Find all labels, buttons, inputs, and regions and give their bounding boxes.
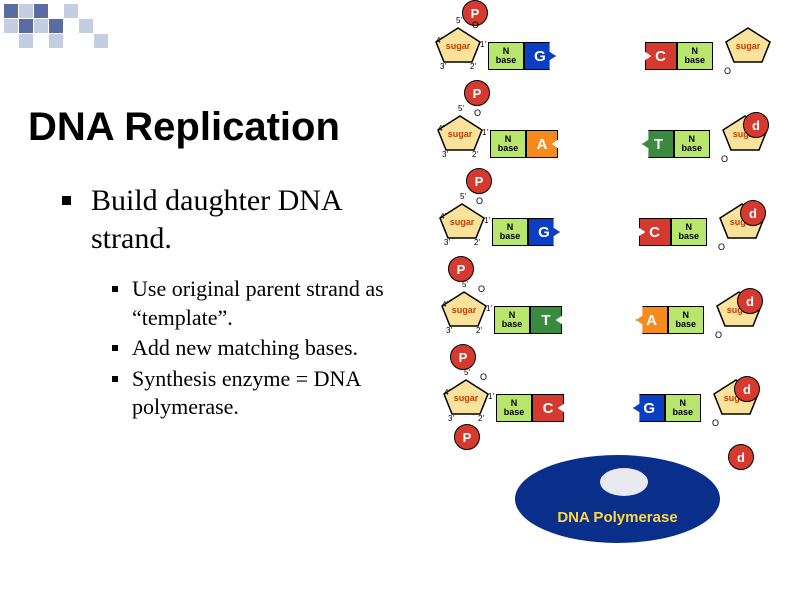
sub-bullet-text: Synthesis enzyme = DNA polymerase. <box>132 365 412 422</box>
sub-bullet-text: Add new matching bases. <box>132 334 358 363</box>
phosphate-right: d <box>743 112 769 138</box>
sub-bullet-item: Use original parent strand as “template”… <box>112 275 412 332</box>
base-letter: G <box>528 218 560 246</box>
bullet-square-icon <box>112 345 118 351</box>
carbon-3: 3' <box>442 150 448 159</box>
oxygen-label: O <box>474 108 481 118</box>
carbon-1: 1' <box>480 40 486 49</box>
phosphate-right: d <box>737 288 763 314</box>
carbon-5: 5' <box>456 16 462 25</box>
corner-decoration <box>4 4 138 48</box>
base-left: NbaseG <box>488 42 556 70</box>
base-left: NbaseA <box>490 130 558 158</box>
nbase-box: Nbase <box>492 218 528 246</box>
sub-bullet-item: Add new matching bases. <box>112 334 412 363</box>
carbon-4: 4' <box>436 36 442 45</box>
base-right: NbaseC <box>645 42 713 70</box>
phosphate-left: P <box>454 424 480 450</box>
nbase-box: Nbase <box>488 42 524 70</box>
carbon-4: 4' <box>438 124 444 133</box>
phosphate-left: P <box>466 168 492 194</box>
base-left: NbaseC <box>496 394 564 422</box>
base-letter: A <box>636 306 668 334</box>
carbon-2: 2' <box>478 414 484 423</box>
phosphate-left: P <box>464 80 490 106</box>
base-right: NbaseA <box>636 306 704 334</box>
carbon-4: 4' <box>442 300 448 309</box>
nbase-box: Nbase <box>496 394 532 422</box>
carbon-2: 2' <box>476 326 482 335</box>
nbase-box: Nbase <box>677 42 713 70</box>
carbon-1: 1' <box>486 304 492 313</box>
dna-polymerase-enzyme: DNA Polymerase <box>515 455 720 543</box>
sub-bullet-item: Synthesis enzyme = DNA polymerase. <box>112 365 412 422</box>
base-letter: G <box>633 394 665 422</box>
bullet-square-icon <box>112 286 118 292</box>
base-letter: T <box>530 306 562 334</box>
carbon-5: 5' <box>464 368 470 377</box>
base-letter: C <box>532 394 564 422</box>
carbon-5: 5' <box>460 192 466 201</box>
dna-diagram: DNA Polymerase PsugarO5'4'3'2'1'PNbaseGN… <box>420 0 790 560</box>
carbon-5: 5' <box>458 104 464 113</box>
phosphate-right: d <box>728 444 754 470</box>
base-letter: A <box>526 130 558 158</box>
nbase-box: Nbase <box>671 218 707 246</box>
phosphate-right: d <box>734 376 760 402</box>
main-bullet-text: Build daughter DNA strand. <box>91 182 371 257</box>
page-title: DNA Replication <box>28 105 340 150</box>
oxygen-label: O <box>724 66 731 76</box>
sugar-right: sugar <box>722 22 774 66</box>
nbase-box: Nbase <box>490 130 526 158</box>
carbon-1: 1' <box>488 392 494 401</box>
base-letter: T <box>642 130 674 158</box>
base-letter: C <box>639 218 671 246</box>
carbon-3: 3' <box>444 238 450 247</box>
base-left: NbaseG <box>492 218 560 246</box>
base-left: NbaseT <box>494 306 562 334</box>
main-bullet: Build daughter DNA strand. <box>62 182 371 257</box>
carbon-3: 3' <box>440 62 446 71</box>
oxygen-label: O <box>715 330 722 340</box>
carbon-3: 3' <box>446 326 452 335</box>
sub-bullet-text: Use original parent strand as “template”… <box>132 275 412 332</box>
nbase-box: Nbase <box>674 130 710 158</box>
base-right: NbaseG <box>633 394 701 422</box>
oxygen-label: O <box>721 154 728 164</box>
oxygen-label: O <box>476 196 483 206</box>
sub-bullet-list: Use original parent strand as “template”… <box>112 275 412 424</box>
carbon-2: 2' <box>472 150 478 159</box>
phosphate-left: P <box>450 344 476 370</box>
oxygen-label: O <box>478 284 485 294</box>
bullet-square-icon <box>112 376 118 382</box>
base-letter: C <box>645 42 677 70</box>
base-letter: G <box>524 42 556 70</box>
carbon-5: 5' <box>462 280 468 289</box>
polymerase-label: DNA Polymerase <box>557 509 677 526</box>
oxygen-label: O <box>480 372 487 382</box>
nbase-box: Nbase <box>668 306 704 334</box>
oxygen-label: O <box>712 418 719 428</box>
base-right: NbaseC <box>639 218 707 246</box>
carbon-4: 4' <box>440 212 446 221</box>
oxygen-label: O <box>718 242 725 252</box>
oxygen-label: O <box>472 20 479 30</box>
carbon-4: 4' <box>444 388 450 397</box>
nbase-box: Nbase <box>494 306 530 334</box>
phosphate-left: P <box>448 256 474 282</box>
phosphate-right: d <box>740 200 766 226</box>
carbon-1: 1' <box>482 128 488 137</box>
carbon-3: 3' <box>448 414 454 423</box>
carbon-2: 2' <box>470 62 476 71</box>
base-right: NbaseT <box>642 130 710 158</box>
nbase-box: Nbase <box>665 394 701 422</box>
carbon-1: 1' <box>484 216 490 225</box>
bullet-square-icon <box>62 196 71 205</box>
carbon-2: 2' <box>474 238 480 247</box>
